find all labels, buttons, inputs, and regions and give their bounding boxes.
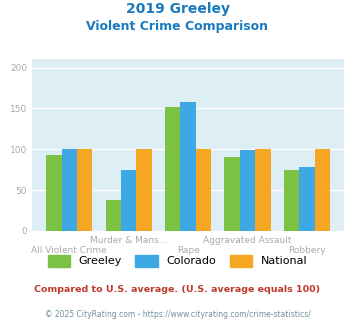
Text: Compared to U.S. average. (U.S. average equals 100): Compared to U.S. average. (U.S. average …	[34, 285, 321, 294]
Text: Robbery: Robbery	[288, 246, 326, 255]
Text: 2019 Greeley: 2019 Greeley	[126, 2, 229, 16]
Text: Violent Crime Comparison: Violent Crime Comparison	[87, 20, 268, 33]
Text: All Violent Crime: All Violent Crime	[32, 246, 107, 255]
Legend: Greeley, Colorado, National: Greeley, Colorado, National	[48, 255, 307, 267]
Bar	[255, 149, 271, 231]
Text: Rape: Rape	[177, 246, 200, 255]
Bar	[315, 149, 330, 231]
Text: © 2025 CityRating.com - https://www.cityrating.com/crime-statistics/: © 2025 CityRating.com - https://www.city…	[45, 310, 310, 319]
Bar	[224, 157, 240, 231]
Bar	[180, 102, 196, 231]
Bar	[196, 149, 211, 231]
Bar	[121, 170, 136, 231]
Bar	[62, 149, 77, 231]
Bar	[136, 149, 152, 231]
Bar	[284, 170, 299, 231]
Bar	[46, 155, 62, 231]
Text: Murder & Mans...: Murder & Mans...	[90, 236, 168, 245]
Bar	[105, 200, 121, 231]
Bar	[240, 150, 255, 231]
Bar	[77, 149, 93, 231]
Bar	[299, 167, 315, 231]
Text: Aggravated Assault: Aggravated Assault	[203, 236, 292, 245]
Bar	[165, 107, 180, 231]
